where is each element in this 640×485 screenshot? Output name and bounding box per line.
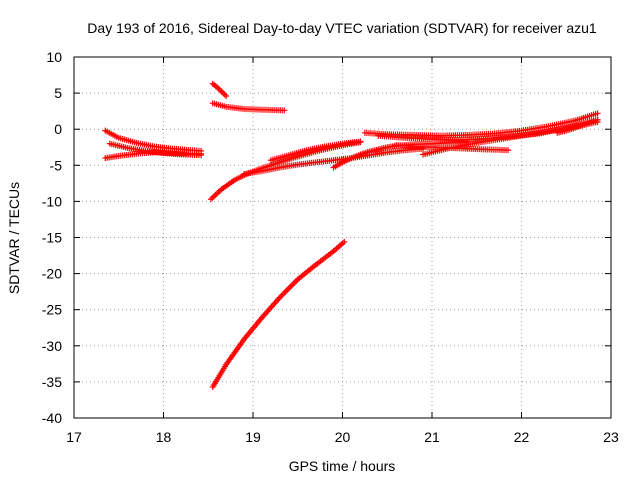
x-tick-label: 22 <box>514 429 530 445</box>
y-tick-label: -15 <box>42 230 62 246</box>
data-point <box>198 152 205 159</box>
data-point <box>594 116 601 123</box>
y-tick-label: -20 <box>42 266 62 282</box>
x-tick-label: 23 <box>603 429 619 445</box>
series-3 <box>106 140 205 159</box>
x-tick-label: 20 <box>335 429 351 445</box>
y-tick-label: -35 <box>42 374 62 390</box>
y-axis-label: SDTVAR / TECUs <box>6 182 22 294</box>
series-7 <box>241 145 427 177</box>
data-points <box>102 80 601 390</box>
data-point <box>281 107 288 114</box>
data-point <box>217 87 224 94</box>
x-tick-label: 17 <box>66 429 82 445</box>
y-tick-label: 5 <box>54 85 62 101</box>
y-tick-label: -10 <box>42 193 62 209</box>
y-tick-label: -30 <box>42 338 62 354</box>
series-6 <box>207 139 364 203</box>
y-tick-label: -5 <box>50 157 63 173</box>
x-tick-label: 21 <box>424 429 440 445</box>
data-point <box>221 91 228 98</box>
y-tick-label: 0 <box>54 121 62 137</box>
data-point <box>505 147 512 154</box>
x-axis-label: GPS time / hours <box>289 458 396 474</box>
series-14 <box>554 116 601 136</box>
y-tick-label: -25 <box>42 302 62 318</box>
axis-ticks: 17 18 19 20 21 22 23 -40 -35 -30 -25 -20 -15 -10 -5 0 5 1… <box>42 49 619 445</box>
y-tick-label: -40 <box>42 410 62 426</box>
data-point <box>341 238 348 245</box>
x-tick-label: 19 <box>245 429 261 445</box>
grid <box>74 57 611 418</box>
series-8 <box>267 138 364 164</box>
series-15 <box>209 238 348 390</box>
plot-frame <box>73 56 612 419</box>
y-tick-label: 10 <box>46 49 62 65</box>
series-10 <box>361 110 601 139</box>
data-point <box>220 90 227 97</box>
data-point <box>357 138 364 145</box>
data-point <box>594 110 601 117</box>
chart-title: Day 193 of 2016, Sidereal Day-to-day VTE… <box>87 20 597 36</box>
series-4 <box>209 80 230 99</box>
data-point <box>223 92 230 99</box>
series-5 <box>209 100 288 114</box>
x-tick-label: 18 <box>156 429 172 445</box>
data-point <box>218 88 225 95</box>
series-13 <box>420 118 601 158</box>
